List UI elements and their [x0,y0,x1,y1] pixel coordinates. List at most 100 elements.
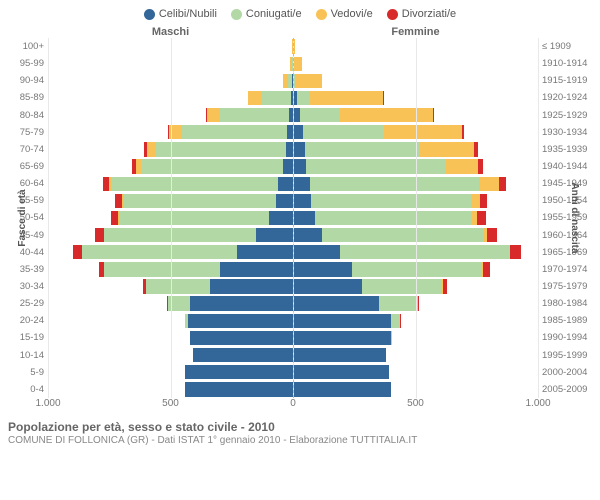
bar-row [48,175,293,192]
birth-label: 1925-1929 [538,107,600,124]
legend-item: Vedovi/e [316,8,373,20]
age-label: 65-69 [0,158,48,175]
age-label: 20-24 [0,312,48,329]
bar-segment [276,194,293,208]
bar [293,194,487,208]
bar [293,296,419,310]
bar [110,211,293,225]
bar-segment [104,262,219,276]
bar-row [48,278,293,295]
age-label: 85-89 [0,89,48,106]
bar [168,125,293,139]
bar-segment [220,262,293,276]
bar [283,74,293,88]
bar-row [293,278,538,295]
bar-segment [293,211,315,225]
bar-segment [293,314,391,328]
age-label: 5-9 [0,364,48,381]
bar-row [48,158,293,175]
bar-segment [510,245,521,259]
x-tick: 1.000 [35,398,60,409]
plot-area [48,38,538,398]
bar [143,279,293,293]
bar-row [293,107,538,124]
bar [167,296,293,310]
bar-segment [104,228,256,242]
bar-segment [141,159,283,173]
header-female: Femmine [293,26,538,38]
bar [99,262,293,276]
bar-segment [293,228,322,242]
legend-item: Divorziati/e [387,8,456,20]
bar [248,91,293,105]
y-axis-birth: Anni di nascita ≤ 19091910-19141915-1919… [538,38,600,398]
bar-segment [293,159,306,173]
legend-swatch [144,9,155,20]
bar-segment [462,125,464,139]
bar-segment [483,262,490,276]
bar [103,177,293,191]
bar-segment [293,245,340,259]
bar-segment [293,331,391,345]
birth-label: 1970-1974 [538,261,600,278]
bar-segment [147,142,156,156]
bar-segment [305,142,420,156]
bar-row [293,347,538,364]
bar-segment [82,245,236,259]
bar-row [48,192,293,209]
bar-segment [193,348,293,362]
bar-segment [420,142,474,156]
bar-segment [315,211,472,225]
birth-label: 1940-1944 [538,158,600,175]
bar-row [48,227,293,244]
legend-label: Vedovi/e [331,8,373,20]
bar-segment [261,91,290,105]
bar-segment [352,262,482,276]
bar [193,348,293,362]
bar-row [48,72,293,89]
bar-segment [293,108,300,122]
bar-segment [340,245,509,259]
bar-row [293,261,538,278]
population-pyramid: Fasce di età 100+95-9990-9485-8980-8475-… [0,38,600,398]
legend-label: Divorziati/e [402,8,456,20]
bar [293,142,478,156]
bar-segment [303,125,384,139]
age-label: 95-99 [0,55,48,72]
birth-label: 1995-1999 [538,347,600,364]
bar-segment [207,108,220,122]
age-label: 0-4 [0,381,48,398]
bar-row [293,329,538,346]
bar [293,211,486,225]
bar [293,108,434,122]
bar-segment [190,331,293,345]
bar-segment [269,211,293,225]
x-tick: 0 [290,398,296,409]
bar [73,245,293,259]
bar [185,365,293,379]
bar [293,57,302,71]
bar-row [48,209,293,226]
bar-segment [286,142,293,156]
bar-segment [340,108,433,122]
bar-segment [293,142,305,156]
bar-segment [124,194,276,208]
bar-segment [283,159,293,173]
bar-segment [293,348,386,362]
bar-segment [182,125,287,139]
bar [144,142,293,156]
bar-segment [433,108,434,122]
bar-segment [474,142,477,156]
bar [293,314,400,328]
bar-segment [156,142,286,156]
age-label: 100+ [0,38,48,55]
legend: Celibi/NubiliConiugati/eVedovi/eDivorzia… [0,0,600,26]
age-label: 15-19 [0,329,48,346]
birth-label: 1990-1994 [538,329,600,346]
legend-swatch [231,9,242,20]
bar-row [48,124,293,141]
bar-segment [293,262,352,276]
bar-segment [391,314,400,328]
bar-segment [210,279,293,293]
bar-segment [278,177,293,191]
